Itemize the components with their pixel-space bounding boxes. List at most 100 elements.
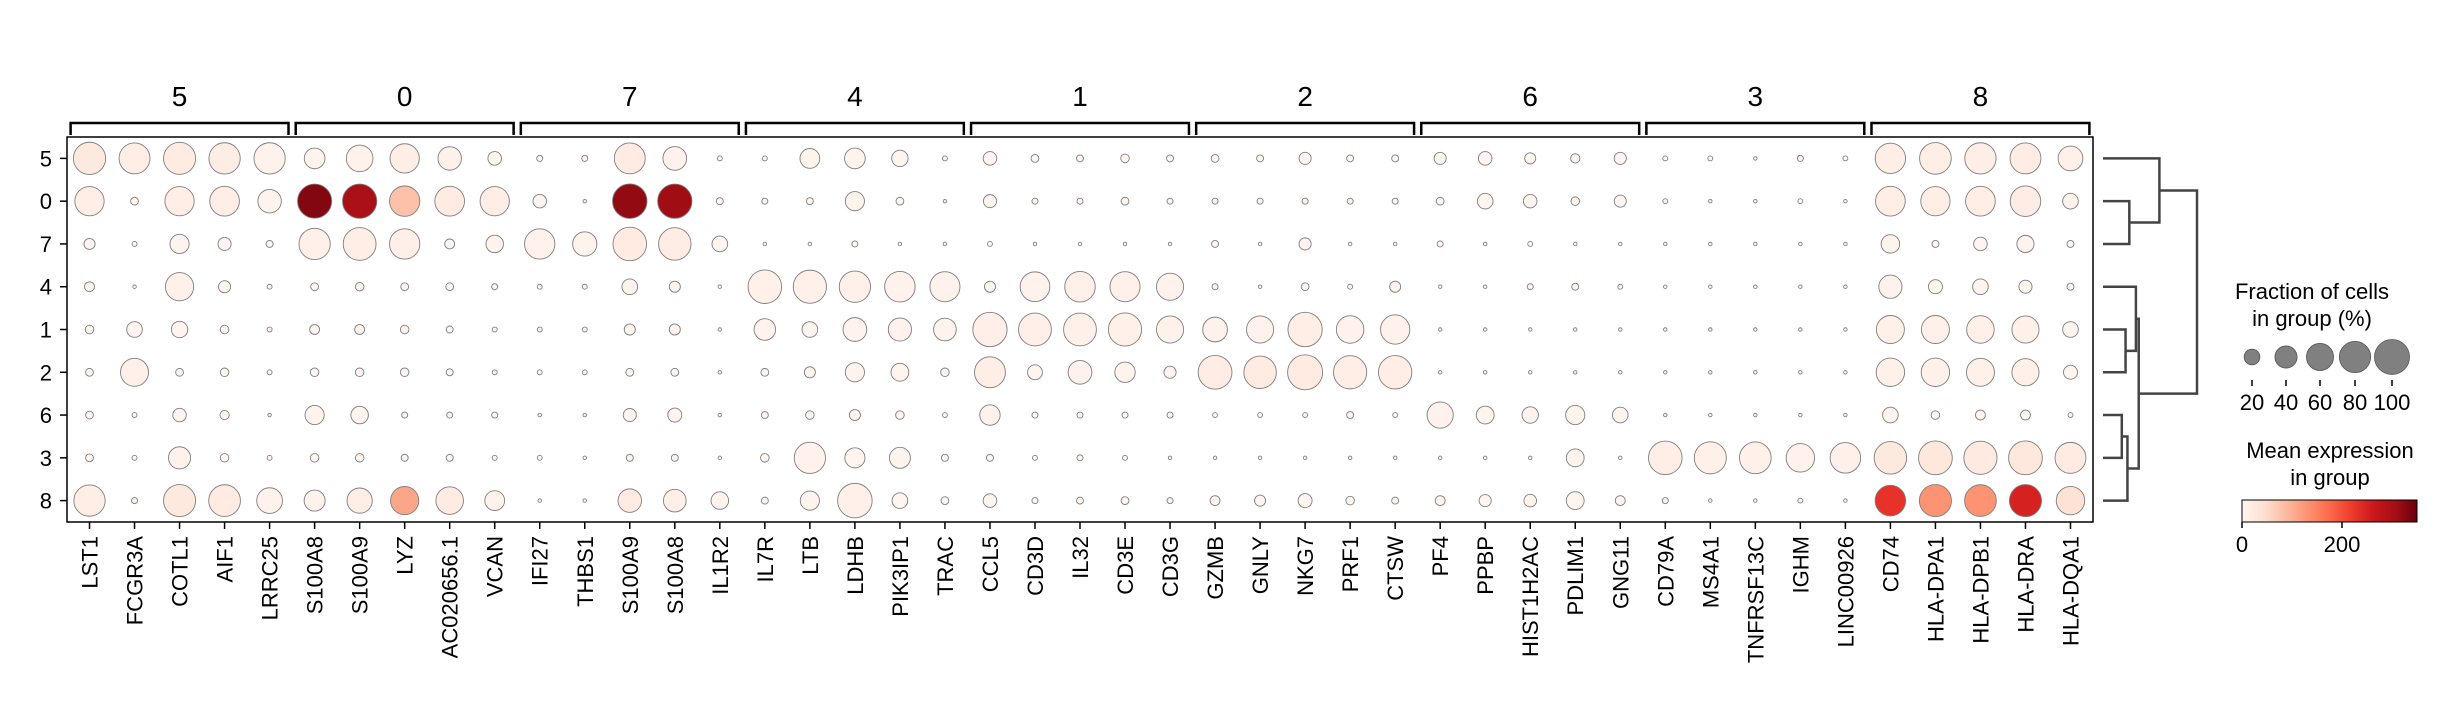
- dot-4-GZMB: [1211, 283, 1219, 291]
- dot-1-PIK3IP1: [887, 317, 912, 342]
- dot-1-PPBP: [1482, 327, 1488, 332]
- dot-6-IGHM: [1798, 412, 1803, 418]
- dot-4-HLA-DRA: [2018, 279, 2033, 294]
- dot-6-TNFRSF13C: [1753, 412, 1758, 418]
- dot-8-LDHB: [837, 482, 873, 519]
- dot-3-LRRC25: [266, 454, 273, 461]
- dot-7-LST1: [83, 237, 96, 250]
- y-tick-label-2: 2: [40, 360, 52, 385]
- dot-0-PRF1: [1346, 197, 1354, 205]
- dot-7-CD3D: [1032, 241, 1038, 247]
- dot-0-AC020656.1: [434, 185, 465, 217]
- dot-4-PPBP: [1482, 284, 1488, 289]
- dot-0-LST1: [74, 186, 105, 217]
- dot-0-HLA-DQA1: [2062, 192, 2079, 210]
- size-legend-label-60: 60: [2308, 390, 2332, 415]
- bracket-label-1: 1: [1072, 81, 1088, 112]
- dot-4-VCAN: [491, 283, 499, 291]
- dot-0-HLA-DPA1: [1920, 186, 1951, 217]
- dot-5-PDLIM1: [1570, 153, 1581, 164]
- dot-3-GZMB: [1212, 455, 1218, 461]
- dot-3-AIF1: [219, 453, 230, 463]
- dot-1-LINC00926: [1843, 327, 1848, 332]
- y-tick-label-4: 4: [40, 275, 52, 300]
- dot-2-THBS1: [581, 369, 588, 376]
- dot-8-TNFRSF13C: [1753, 498, 1758, 503]
- dot-3-CD74: [1873, 441, 1908, 475]
- dot-8-CTSW: [1391, 496, 1400, 505]
- dot-0-HIST1H2AC: [1522, 193, 1538, 209]
- dot-3-CCL5: [986, 453, 994, 462]
- dot-8-VCAN: [484, 490, 506, 511]
- dot-6-PF4: [1426, 401, 1454, 429]
- size-legend-label-80: 80: [2343, 390, 2367, 415]
- dot-6-PRF1: [1346, 411, 1355, 420]
- dot-1-GNLY: [1246, 315, 1275, 344]
- dot-1-COTL1: [170, 320, 189, 339]
- dot-5-THBS1: [581, 154, 589, 162]
- dot-4-AC020656.1: [445, 282, 455, 292]
- dot-4-TRAC: [929, 271, 961, 303]
- dot-7-MS4A1: [1708, 241, 1713, 247]
- dendrogram-link-1: [2103, 157, 2161, 224]
- dendrogram-link-3: [2103, 285, 2138, 353]
- dot-7-NKG7: [1298, 237, 1312, 251]
- dot-8-IGHM: [1797, 497, 1804, 504]
- x-tick-label-CD3E: CD3E: [1113, 536, 1138, 595]
- dot-2-HLA-DPB1: [1965, 357, 1995, 387]
- dot-3-GNLY: [1257, 455, 1263, 461]
- color-legend-title-line2: in group: [2290, 465, 2370, 490]
- dot-8-S100A8: [303, 489, 326, 512]
- dot-5-HLA-DRA: [2009, 142, 2042, 175]
- dot-2-PDLIM1: [1573, 370, 1578, 375]
- dot-0-IFI27: [532, 193, 547, 209]
- bracket-label-2: 2: [1297, 81, 1313, 112]
- dot-5-IL32: [1076, 154, 1084, 163]
- x-tick-label-CD3D: CD3D: [1023, 536, 1048, 596]
- dendrogram-link-0: [2103, 199, 2131, 246]
- x-tick-label-S100A9: S100A9: [618, 536, 643, 614]
- dendrogram-link-4: [2103, 413, 2124, 460]
- dot-5-LDHB: [844, 147, 866, 170]
- dot-3-CD3D: [1032, 454, 1038, 461]
- dot-7-S100A9: [342, 227, 377, 261]
- dot-5-S100A9: [613, 142, 646, 175]
- dot-5-S100A9: [345, 144, 374, 173]
- dot-3-IL7R: [760, 453, 770, 463]
- x-tick-label-GNLY: GNLY: [1248, 536, 1273, 595]
- x-tick-label-VCAN: VCAN: [483, 536, 508, 597]
- dot-7-CD3G: [1167, 241, 1173, 247]
- dot-7-GNG11: [1618, 241, 1623, 247]
- dot-8-GNLY: [1254, 494, 1267, 507]
- dot-5-GNG11: [1613, 151, 1627, 165]
- dot-6-PDLIM1: [1565, 405, 1586, 426]
- dot-7-CCL5: [987, 241, 993, 247]
- dendrogram-link-2: [2103, 328, 2127, 374]
- dot-4-PIK3IP1: [884, 271, 916, 303]
- dot-0-CD79A: [1662, 198, 1669, 205]
- bracket-group-1: [969, 121, 1191, 135]
- dot-4-LYZ: [400, 282, 410, 292]
- dot-1-S100A9: [354, 324, 366, 335]
- dot-0-CD74: [1875, 185, 1906, 217]
- x-tick-label-AC020656.1: AC020656.1: [438, 536, 463, 658]
- size-legend-title-line1: Fraction of cells: [2235, 279, 2389, 304]
- dot-1-PF4: [1437, 327, 1443, 332]
- dot-0-COTL1: [164, 186, 195, 217]
- dot-5-MS4A1: [1707, 155, 1714, 162]
- dot-2-CCL5: [974, 356, 1006, 389]
- dot-2-CD3D: [1027, 364, 1043, 381]
- dot-1-HIST1H2AC: [1528, 327, 1533, 332]
- dot-0-GNG11: [1613, 194, 1627, 208]
- dot-5-S100A8: [303, 147, 326, 170]
- dot-8-HLA-DPA1: [1918, 484, 1952, 518]
- dot-6-S100A9: [350, 405, 369, 425]
- dot-3-HLA-DPB1: [1963, 440, 1998, 475]
- y-axis-ticks: 5 0 7 4 1 2 6 3 8: [40, 146, 67, 514]
- dot-5-PF4: [1433, 151, 1447, 165]
- dot-6-CD3D: [1031, 411, 1039, 419]
- dot-6-FCGR3A: [131, 412, 138, 418]
- dot-1-PRF1: [1335, 315, 1365, 344]
- dot-2-PRF1: [1333, 355, 1368, 390]
